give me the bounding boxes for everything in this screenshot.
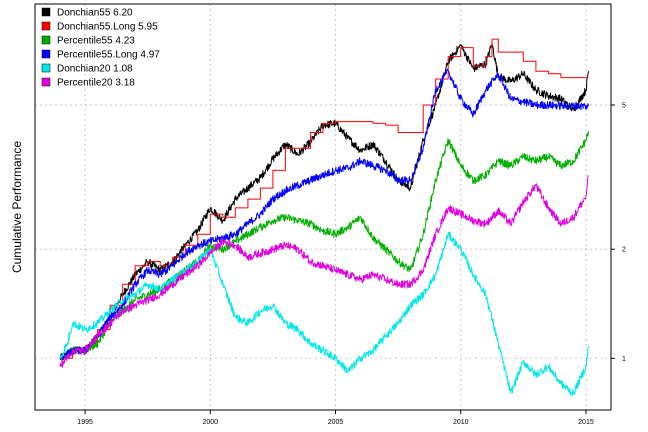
legend-entry: Percentile20 3.18 [57, 78, 135, 89]
series-line-4 [59, 68, 589, 361]
x-tick-label: 2010 [453, 419, 469, 426]
legend-swatch [41, 77, 51, 87]
y-tick-label: 5 [622, 103, 626, 110]
legend-swatch [41, 63, 51, 73]
grid-lines [35, 4, 611, 410]
legend-swatch [41, 7, 51, 17]
y-axis-label: Cumulative Performance [10, 141, 24, 273]
legend-swatch [41, 49, 51, 59]
series-line-2 [60, 38, 589, 359]
series-line-5 [59, 231, 589, 397]
legend: Donchian55 6.20 Donchian55.Long 5.95 Perce… [41, 7, 160, 89]
series-line-6 [59, 175, 589, 368]
legend-entry: Percentile55.Long 4.97 [57, 50, 160, 61]
legend-entry: Donchian55 6.20 [57, 8, 133, 19]
x-tick-label: 1995 [77, 419, 93, 426]
axes: 1995 2000 2005 2010 2015 1 2 5 [77, 103, 626, 426]
legend-entry: Percentile55 4.23 [57, 36, 135, 47]
plot-frame [34, 3, 612, 411]
y-tick-label: 2 [622, 247, 626, 254]
y-tick-label: 1 [622, 356, 626, 363]
x-tick-label: 2015 [578, 419, 594, 426]
x-tick-label: 2005 [328, 419, 344, 426]
series-lines [59, 38, 589, 397]
legend-entry: Donchian55.Long 5.95 [57, 22, 158, 33]
legend-swatch [41, 21, 51, 31]
legend-swatch [41, 35, 51, 45]
legend-entry: Donchian20 1.08 [57, 64, 133, 75]
x-tick-label: 2000 [203, 419, 219, 426]
